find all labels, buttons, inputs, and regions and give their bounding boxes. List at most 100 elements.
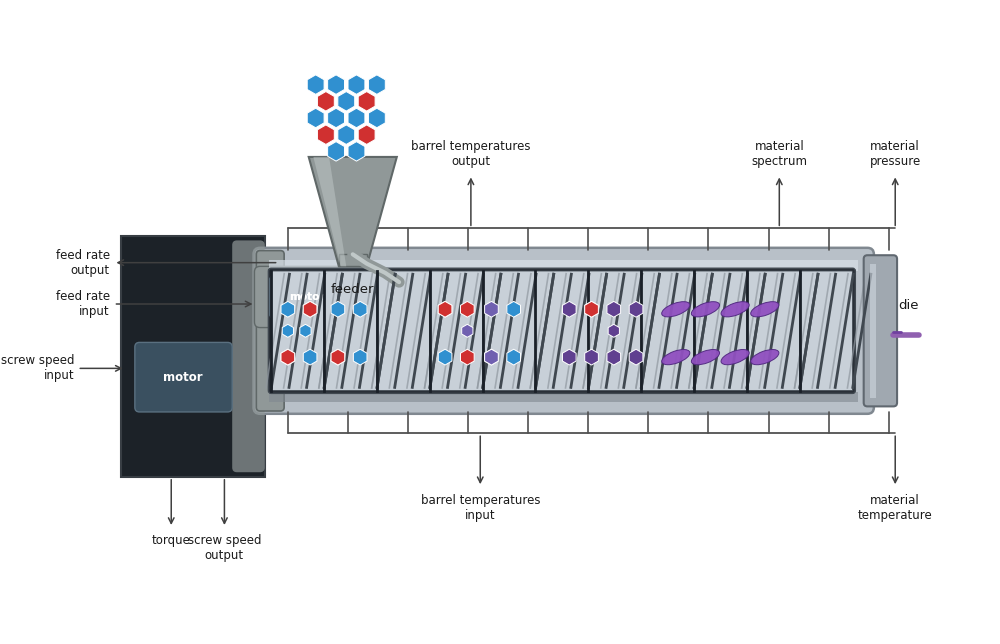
Polygon shape — [438, 301, 452, 317]
FancyBboxPatch shape — [121, 236, 265, 477]
Polygon shape — [368, 75, 385, 95]
Text: die: die — [898, 299, 919, 312]
Bar — [339, 254, 367, 267]
Polygon shape — [281, 301, 295, 317]
Polygon shape — [629, 349, 643, 365]
Ellipse shape — [751, 350, 779, 365]
Polygon shape — [303, 301, 317, 317]
FancyBboxPatch shape — [270, 276, 344, 318]
Polygon shape — [331, 301, 345, 317]
Polygon shape — [353, 349, 367, 365]
Text: barrel temperatures
input: barrel temperatures input — [421, 493, 540, 522]
Polygon shape — [281, 349, 295, 365]
Polygon shape — [585, 301, 598, 317]
Text: motor: motor — [163, 371, 203, 384]
Bar — [269, 392, 858, 402]
Text: motor: motor — [290, 292, 325, 302]
Polygon shape — [507, 301, 521, 317]
Ellipse shape — [751, 301, 779, 317]
FancyBboxPatch shape — [483, 271, 535, 391]
Text: feed rate
input: feed rate input — [56, 290, 110, 318]
Polygon shape — [281, 349, 295, 365]
FancyBboxPatch shape — [135, 343, 232, 412]
Polygon shape — [331, 349, 345, 365]
Ellipse shape — [721, 350, 749, 365]
Polygon shape — [461, 349, 474, 365]
Polygon shape — [358, 125, 375, 144]
Ellipse shape — [691, 350, 720, 365]
Ellipse shape — [662, 350, 690, 365]
Polygon shape — [309, 157, 397, 267]
Text: material
temperature: material temperature — [858, 493, 933, 522]
Polygon shape — [507, 349, 521, 365]
Polygon shape — [338, 91, 355, 111]
Polygon shape — [629, 301, 643, 317]
Ellipse shape — [662, 301, 690, 317]
Polygon shape — [462, 325, 473, 337]
Polygon shape — [331, 349, 345, 365]
Bar — [870, 263, 876, 398]
Text: material
pressure: material pressure — [870, 140, 921, 168]
Polygon shape — [303, 301, 317, 317]
Polygon shape — [358, 91, 375, 111]
Polygon shape — [282, 325, 293, 337]
FancyBboxPatch shape — [864, 255, 897, 406]
Polygon shape — [562, 349, 576, 365]
Text: feeder: feeder — [331, 283, 375, 296]
Polygon shape — [368, 108, 385, 128]
Text: motor: motor — [290, 292, 325, 302]
FancyBboxPatch shape — [254, 248, 874, 414]
Text: screw speed
input: screw speed input — [1, 354, 75, 383]
Polygon shape — [300, 325, 311, 337]
Text: material
spectrum: material spectrum — [751, 140, 807, 168]
Polygon shape — [562, 301, 576, 317]
Polygon shape — [338, 125, 355, 144]
Polygon shape — [438, 301, 452, 317]
Polygon shape — [328, 108, 344, 128]
Polygon shape — [607, 349, 621, 365]
Polygon shape — [353, 301, 367, 317]
Ellipse shape — [691, 301, 720, 317]
Polygon shape — [438, 349, 452, 365]
Polygon shape — [485, 301, 498, 317]
Polygon shape — [328, 142, 344, 161]
Text: screw speed
output: screw speed output — [188, 535, 261, 562]
Polygon shape — [608, 325, 619, 337]
FancyBboxPatch shape — [256, 251, 284, 411]
FancyBboxPatch shape — [324, 271, 377, 391]
Polygon shape — [585, 349, 598, 365]
Text: barrel temperatures
output: barrel temperatures output — [411, 140, 531, 168]
Text: torque: torque — [152, 535, 191, 547]
Ellipse shape — [721, 301, 749, 317]
Polygon shape — [485, 349, 498, 365]
Polygon shape — [303, 349, 317, 365]
Polygon shape — [317, 91, 334, 111]
FancyBboxPatch shape — [430, 271, 483, 391]
FancyBboxPatch shape — [800, 271, 853, 391]
FancyBboxPatch shape — [377, 271, 430, 391]
Polygon shape — [317, 125, 334, 144]
Text: feed rate
output: feed rate output — [56, 249, 110, 277]
FancyBboxPatch shape — [694, 271, 747, 391]
Polygon shape — [585, 301, 598, 317]
FancyBboxPatch shape — [271, 271, 324, 391]
FancyBboxPatch shape — [588, 271, 641, 391]
FancyBboxPatch shape — [232, 240, 265, 472]
Polygon shape — [307, 75, 324, 95]
FancyBboxPatch shape — [270, 276, 344, 318]
FancyBboxPatch shape — [268, 268, 855, 393]
Polygon shape — [348, 75, 365, 95]
Polygon shape — [313, 157, 346, 267]
FancyBboxPatch shape — [254, 267, 365, 328]
Polygon shape — [485, 349, 498, 365]
Polygon shape — [307, 108, 324, 128]
Polygon shape — [328, 75, 344, 95]
Polygon shape — [348, 108, 365, 128]
Polygon shape — [607, 301, 621, 317]
FancyBboxPatch shape — [535, 271, 588, 391]
FancyBboxPatch shape — [641, 271, 694, 391]
Polygon shape — [461, 301, 474, 317]
FancyBboxPatch shape — [747, 271, 800, 391]
Bar — [269, 260, 858, 271]
Polygon shape — [348, 142, 365, 161]
